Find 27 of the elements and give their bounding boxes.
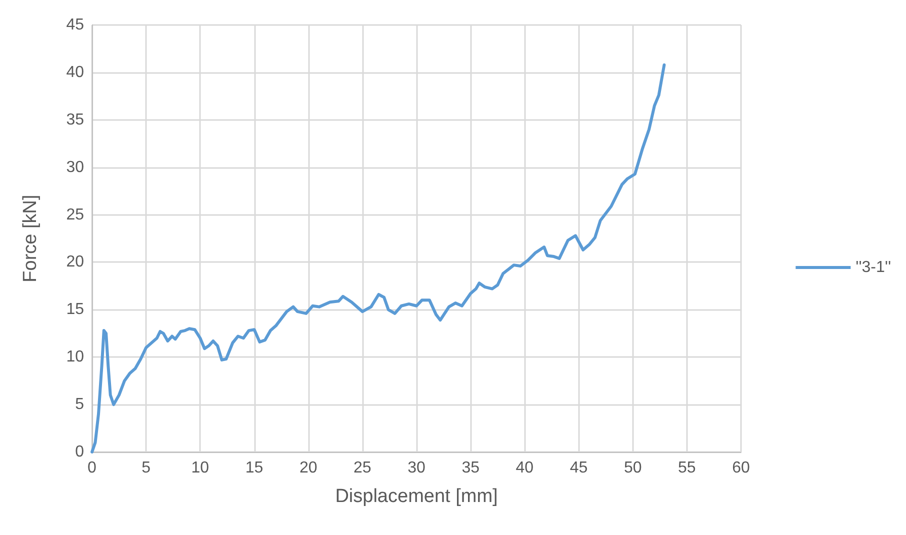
- legend-label: ''3-1'': [856, 259, 891, 276]
- x-tick-label: 50: [624, 460, 642, 476]
- x-tick-label: 60: [732, 460, 750, 476]
- y-tick-label: 45: [66, 16, 84, 34]
- x-tick-label: 10: [191, 460, 210, 476]
- x-tick-label: 30: [408, 460, 426, 476]
- y-tick-label: 35: [66, 111, 84, 128]
- x-tick-label: 20: [299, 460, 318, 476]
- y-tick-label: 25: [66, 206, 84, 224]
- y-tick-label: 40: [66, 64, 84, 81]
- x-tick-label: 55: [678, 460, 696, 476]
- y-tick-label: 5: [75, 396, 84, 414]
- y-tick-label: 15: [66, 301, 84, 318]
- y-tick-label: 30: [66, 158, 84, 176]
- y-tick-label: 0: [75, 444, 84, 460]
- x-tick-label: 40: [516, 460, 534, 476]
- y-tick-label: 10: [66, 348, 84, 366]
- x-tick-label: 25: [354, 460, 372, 476]
- y-axis-title: Force [kN]: [20, 194, 41, 282]
- x-tick-label: 15: [245, 460, 264, 476]
- line-series: [90, 63, 666, 454]
- x-tick-label: 35: [462, 460, 480, 476]
- y-tick-label: 20: [66, 254, 84, 271]
- x-tick-label: 45: [570, 460, 588, 476]
- x-axis-title: Displacement [mm]: [335, 486, 498, 507]
- x-tick-label: 5: [142, 460, 151, 476]
- x-tick-label: 0: [88, 460, 97, 476]
